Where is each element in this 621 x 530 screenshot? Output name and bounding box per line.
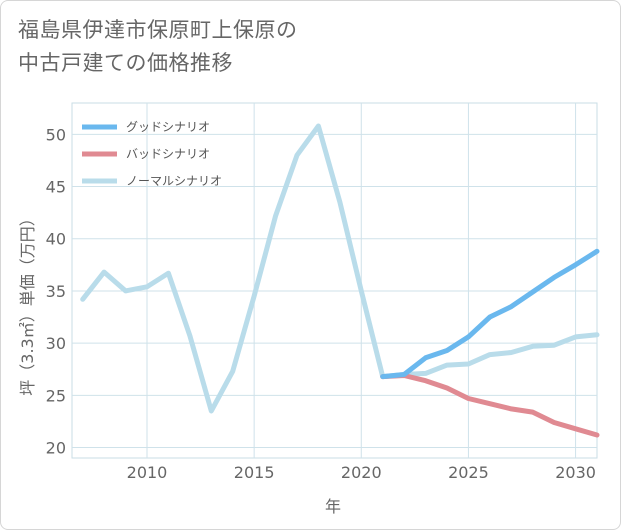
chart-title-line-2: 中古戸建ての価格推移 bbox=[18, 51, 233, 75]
y-tick-label: 25 bbox=[46, 386, 66, 405]
legend-label: グッドシナリオ bbox=[126, 120, 210, 134]
series-line-good bbox=[380, 248, 600, 380]
grid bbox=[71, 102, 598, 459]
y-tick-label: 45 bbox=[46, 178, 66, 197]
legend-item-good: グッドシナリオ bbox=[82, 120, 210, 134]
x-tick-label: 2030 bbox=[555, 463, 596, 482]
y-tick-label: 30 bbox=[46, 334, 66, 353]
y-tick-label: 20 bbox=[46, 439, 66, 458]
legend-label: ノーマルシナリオ bbox=[126, 174, 222, 188]
y-tick-label: 35 bbox=[46, 282, 66, 301]
y-tick-label: 50 bbox=[46, 125, 66, 144]
plot-area-border bbox=[71, 102, 598, 459]
x-tick-label: 2025 bbox=[448, 463, 489, 482]
legend-label: バッドシナリオ bbox=[126, 147, 210, 161]
legend-item-normal: ノーマルシナリオ bbox=[82, 174, 222, 188]
chart-title-line-1: 福島県伊達市保原町上保原の bbox=[18, 18, 298, 42]
x-tick-label: 2020 bbox=[341, 463, 382, 482]
x-tick-label: 2015 bbox=[234, 463, 275, 482]
x-axis-label: 年 bbox=[325, 497, 341, 516]
series-line-normal bbox=[80, 123, 600, 414]
series-line-bad bbox=[380, 373, 600, 438]
y-tick-label: 40 bbox=[46, 230, 66, 249]
y-axis-label: 坪（3.3㎡）単価（万円） bbox=[18, 210, 37, 395]
chart-title: 福島県伊達市保原町上保原の 中古戸建ての価格推移 bbox=[18, 14, 578, 80]
legend-item-bad: バッドシナリオ bbox=[82, 147, 210, 161]
x-tick-label: 2010 bbox=[127, 463, 168, 482]
series-lines bbox=[80, 123, 600, 438]
